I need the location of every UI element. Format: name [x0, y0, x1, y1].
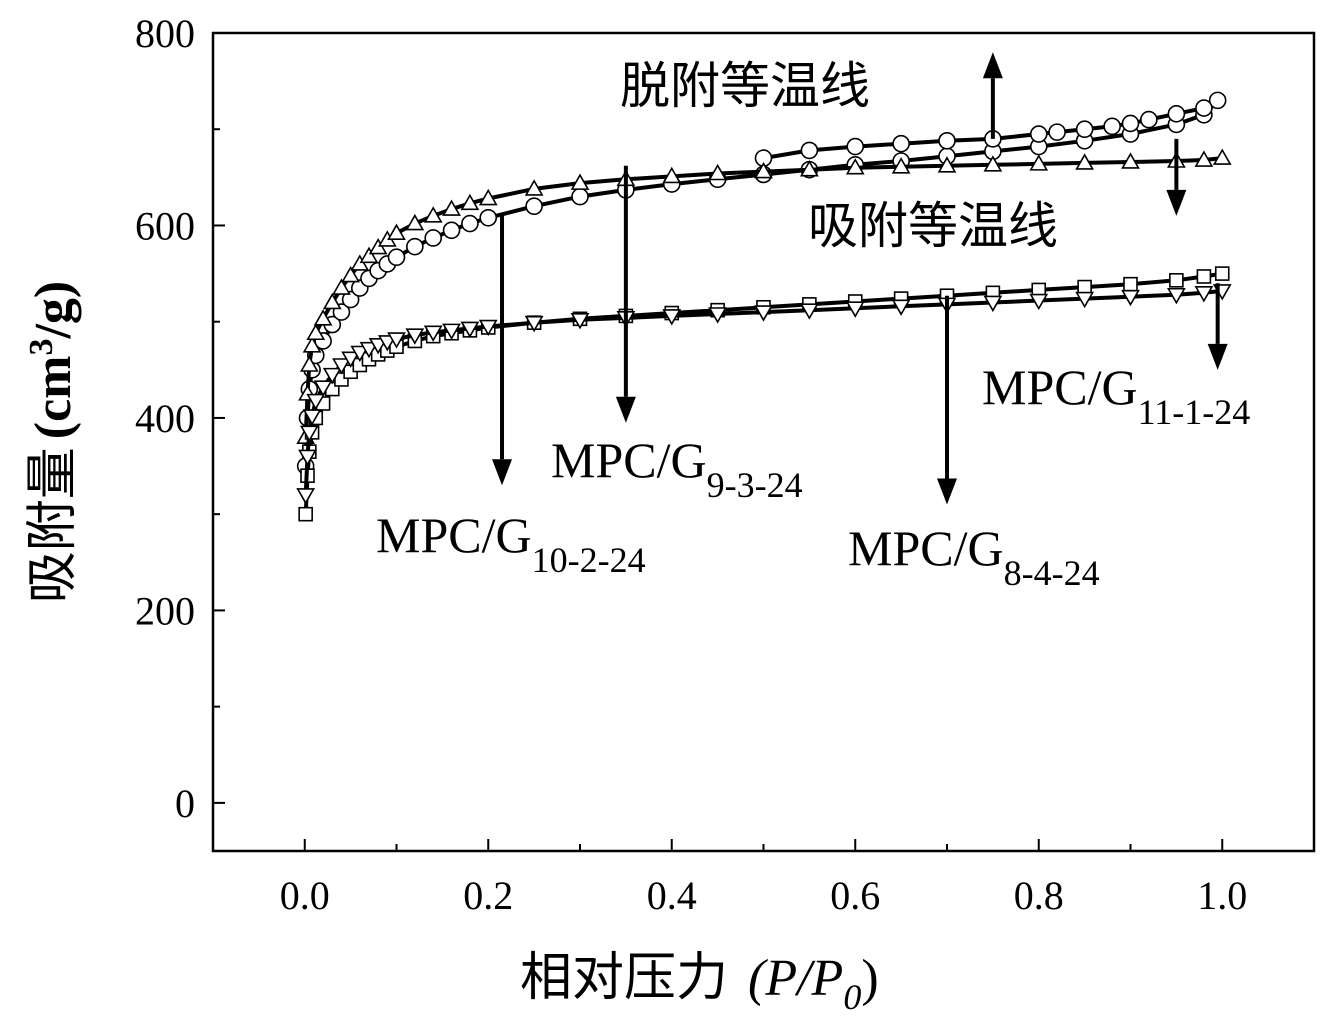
- data-point-circle: [526, 198, 542, 214]
- data-point-circle: [389, 249, 405, 265]
- data-point-circle: [425, 230, 441, 246]
- data-point-circle: [1031, 126, 1047, 142]
- data-point-circle: [407, 239, 423, 255]
- data-point-square: [1197, 270, 1210, 283]
- data-point-circle: [847, 139, 863, 155]
- chart-container: 0.0 0.2 0.4 0.6 0.8 1.0 0 200 400 600 800 相对压力(P/…: [0, 0, 1328, 1026]
- data-point-circle: [801, 142, 817, 158]
- arrow-head: [616, 397, 636, 423]
- x-tick-label: 0.0: [280, 873, 330, 918]
- data-point-circle: [480, 210, 496, 226]
- data-point-circle: [462, 216, 478, 232]
- series-label-mpcg-8-4-24: MPC/G8-4-24: [848, 520, 1100, 593]
- series-layer: [298, 92, 1231, 520]
- isotherm-chart: 0.0 0.2 0.4 0.6 0.8 1.0 0 200 400 600 800 相对压力(P/…: [0, 0, 1328, 1026]
- arrow-head: [937, 479, 957, 505]
- y-tick-label: 0: [175, 781, 195, 826]
- data-point-square: [1124, 278, 1137, 291]
- x-tick-label: 0.8: [1014, 873, 1064, 918]
- adsorption-label: 吸附等温线: [808, 198, 1058, 254]
- series-label-mpcg-9-3-24: MPC/G9-3-24: [551, 432, 803, 505]
- arrow-head: [983, 52, 1003, 78]
- x-axis-title: 相对压力(P/P0): [520, 950, 879, 1017]
- data-point-circle: [1141, 112, 1157, 128]
- data-point-square: [1078, 281, 1091, 294]
- y-tick-label: 400: [135, 396, 195, 441]
- x-tick-label: 1.0: [1197, 873, 1247, 918]
- data-point-circle: [572, 189, 588, 205]
- data-point-circle: [444, 222, 460, 238]
- x-tick-label: 0.6: [830, 873, 880, 918]
- x-tick-label: 0.4: [647, 873, 697, 918]
- data-point-square: [299, 508, 312, 521]
- x-tick-label: 0.2: [463, 873, 513, 918]
- y-tick-label: 800: [135, 11, 195, 56]
- arrow-head: [492, 459, 512, 485]
- arrow-head: [1208, 344, 1228, 370]
- data-point-circle: [1077, 121, 1093, 137]
- y-axis-title: 吸附量(cm3/g): [23, 281, 82, 604]
- data-point-triangle-down: [298, 489, 314, 503]
- y-tick-label: 600: [135, 203, 195, 248]
- arrow-head: [1166, 190, 1186, 216]
- desorption-label: 脱附等温线: [620, 58, 870, 114]
- data-point-circle: [1168, 106, 1184, 122]
- data-point-circle: [1049, 124, 1065, 140]
- data-point-square: [1216, 267, 1229, 280]
- data-point-triangle-up: [308, 325, 324, 339]
- data-point-circle: [1196, 100, 1212, 116]
- series-label-mpcg-10-2-24: MPC/G10-2-24: [376, 507, 646, 580]
- data-point-circle: [1104, 118, 1120, 134]
- y-axis-ticks: 0 200 400 600 800: [135, 11, 225, 826]
- data-point-square: [1170, 274, 1183, 287]
- data-point-circle: [893, 136, 909, 152]
- series-label-mpcg-11-1-24: MPC/G11-1-24: [982, 359, 1250, 432]
- data-point-circle: [939, 133, 955, 149]
- data-point-circle: [1123, 115, 1139, 131]
- y-tick-label: 200: [135, 588, 195, 633]
